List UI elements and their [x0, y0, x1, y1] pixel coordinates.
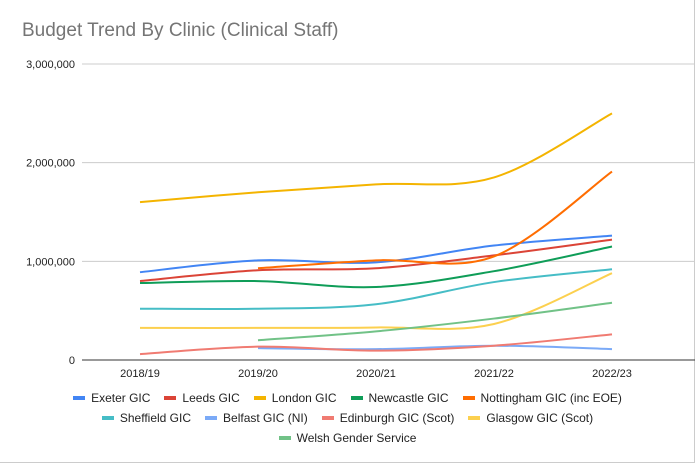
series-line-newcastle-gic — [139, 245, 613, 289]
y-tick-label: 0 — [69, 355, 75, 367]
legend-row: Sheffield GIC Belfast GIC (NI) Edinburgh G… — [0, 408, 695, 428]
legend-swatch — [321, 416, 334, 420]
series-line-exeter-gic — [139, 234, 613, 274]
series-line-edinburgh-gic-scot- — [139, 333, 613, 356]
legend-item[interactable]: Edinburgh GIC (Scot) — [321, 411, 455, 425]
x-tick-label: 2018/19 — [120, 368, 160, 380]
x-tick-label: 2022/23 — [592, 368, 632, 380]
legend-item[interactable]: Belfast GIC (NI) — [205, 411, 308, 425]
series-line-leeds-gic — [139, 238, 613, 283]
series-line-nottingham-gic-inc-eoe- — [257, 170, 613, 270]
legend-label: Sheffield GIC — [119, 411, 192, 425]
legend-item[interactable]: Leeds GIC — [164, 391, 240, 405]
legend-swatch — [73, 396, 86, 400]
y-tick-label: 2,000,000 — [26, 158, 75, 170]
legend-label: Welsh Gender Service — [296, 431, 417, 445]
legend-row: Welsh Gender Service — [0, 428, 695, 448]
y-tick-label: 3,000,000 — [26, 59, 75, 71]
series-line-glasgow-gic-scot- — [139, 272, 613, 330]
legend-label: Leeds GIC — [182, 391, 240, 405]
legend-swatch — [350, 396, 363, 400]
legend-label: London GIC — [271, 391, 337, 405]
legend-swatch — [253, 396, 266, 400]
legend-item[interactable]: Sheffield GIC — [101, 411, 192, 425]
series-line-welsh-gender-service — [257, 301, 613, 342]
y-tick-label: 1,000,000 — [26, 256, 75, 268]
x-tick-label: 2020/21 — [356, 368, 396, 380]
legend-swatch — [205, 416, 218, 420]
series-line-london-gic — [139, 112, 613, 204]
legend-swatch — [101, 416, 114, 420]
x-tick-label: 2021/22 — [474, 368, 514, 380]
series-line-sheffield-gic — [139, 268, 613, 311]
legend-swatch — [468, 416, 481, 420]
chart-title: Budget Trend By Clinic (Clinical Staff) — [22, 20, 339, 41]
legend-swatch — [462, 396, 475, 400]
legend-swatch — [164, 396, 177, 400]
legend-row: Exeter GIC Leeds GIC London GIC Newcastle G… — [0, 388, 695, 408]
legend-item[interactable]: Exeter GIC — [73, 391, 150, 405]
legend-swatch — [278, 436, 291, 440]
legend-label: Glasgow GIC (Scot) — [486, 411, 594, 425]
legend-label: Newcastle GIC — [368, 391, 449, 405]
legend-label: Nottingham GIC (inc EOE) — [480, 391, 622, 405]
legend-item[interactable]: Glasgow GIC (Scot) — [468, 411, 593, 425]
legend-label: Belfast GIC (NI) — [223, 411, 308, 425]
legend-item[interactable]: Nottingham GIC (inc EOE) — [462, 391, 622, 405]
x-tick-label: 2019/20 — [238, 368, 278, 380]
legend-label: Edinburgh GIC (Scot) — [339, 411, 455, 425]
legend-item[interactable]: London GIC — [253, 391, 337, 405]
legend-label: Exeter GIC — [91, 391, 151, 405]
legend-item[interactable]: Welsh Gender Service — [278, 431, 417, 445]
legend-item[interactable]: Newcastle GIC — [350, 391, 449, 405]
legend: Exeter GIC Leeds GIC London GIC Newcastle G… — [0, 388, 695, 448]
